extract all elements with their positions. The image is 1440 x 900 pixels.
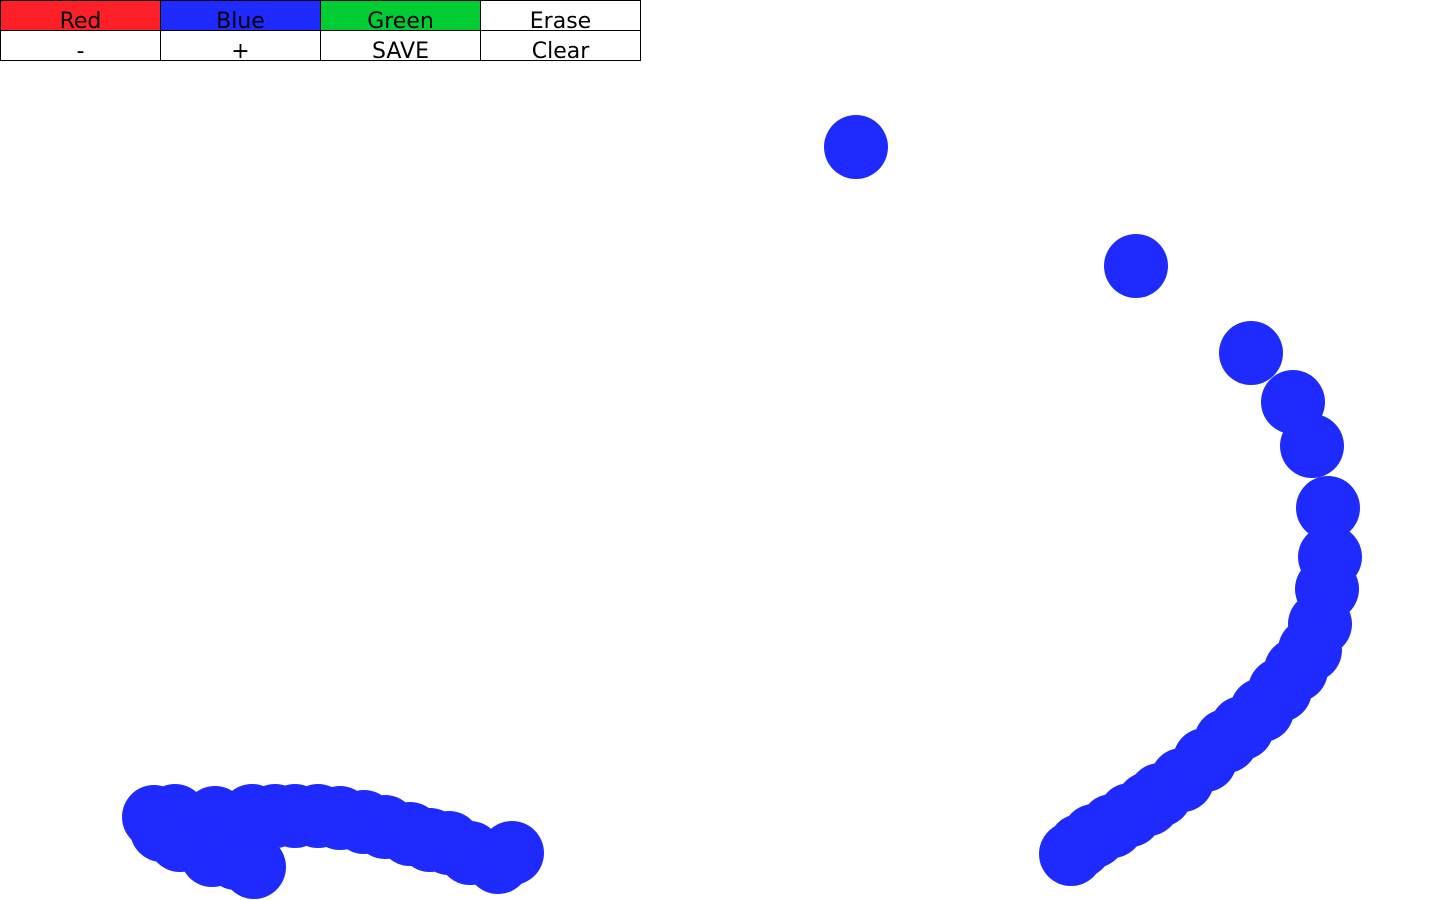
blue-color-label: Blue bbox=[216, 9, 265, 31]
green-color-label: Green bbox=[367, 9, 434, 31]
red-color-label: Red bbox=[59, 9, 102, 31]
clear-button[interactable]: Clear bbox=[481, 31, 641, 61]
blue-color-button[interactable]: Blue bbox=[161, 1, 321, 31]
clear-label: Clear bbox=[531, 39, 590, 61]
brush-dot bbox=[222, 835, 286, 899]
erase-label: Erase bbox=[529, 9, 592, 31]
increase-brush-label: + bbox=[231, 39, 250, 61]
brush-dot bbox=[480, 821, 544, 885]
erase-button[interactable]: Erase bbox=[481, 1, 641, 31]
green-color-button[interactable]: Green bbox=[321, 1, 481, 31]
brush-dot bbox=[1280, 414, 1344, 478]
brush-dot bbox=[824, 115, 888, 179]
decrease-brush-label: - bbox=[76, 39, 85, 61]
increase-brush-button[interactable]: + bbox=[161, 31, 321, 61]
red-color-button[interactable]: Red bbox=[1, 1, 161, 31]
brush-dot bbox=[1039, 822, 1103, 886]
save-label: SAVE bbox=[372, 39, 429, 61]
toolbar: Red Blue Green Erase - + SAVE Clear bbox=[0, 0, 641, 61]
brush-dot bbox=[1219, 321, 1283, 385]
save-button[interactable]: SAVE bbox=[321, 31, 481, 61]
decrease-brush-button[interactable]: - bbox=[1, 31, 161, 61]
brush-dot bbox=[1296, 476, 1360, 540]
brush-dot bbox=[1104, 234, 1168, 298]
